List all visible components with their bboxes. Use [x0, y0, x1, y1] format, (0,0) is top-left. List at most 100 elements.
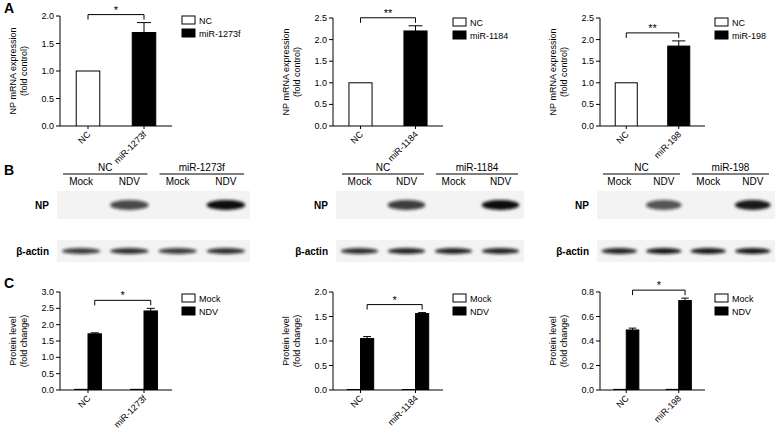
- y-tick-label: 3.0: [41, 287, 54, 297]
- blot-strip: [57, 240, 250, 262]
- lane-label: NDV: [742, 176, 763, 187]
- bar: [615, 83, 637, 126]
- y-tick: [56, 98, 60, 99]
- y-tick-label: 0.0: [41, 121, 54, 131]
- row-label: β-actin: [556, 246, 589, 257]
- blot-strip: [597, 191, 775, 219]
- y-tick-label: 2.5: [314, 13, 327, 23]
- band: [435, 248, 473, 254]
- x-tick-label: miR-1184: [386, 393, 420, 427]
- figure: ABC0.00.51.01.52.0NP mRNA expression(fol…: [0, 0, 777, 435]
- band: [601, 248, 637, 254]
- y-tick-label: 0.5: [41, 94, 54, 104]
- bars: [76, 23, 156, 126]
- significance-label: *: [657, 279, 662, 291]
- band: [110, 248, 149, 254]
- y-tick-label: 0.5: [314, 361, 327, 371]
- band: [207, 248, 246, 254]
- y-tick: [596, 365, 600, 366]
- band: [482, 248, 520, 254]
- x-tick: [360, 390, 361, 393]
- x-tick-label: NC: [349, 393, 366, 410]
- y-tick: [329, 82, 333, 83]
- error-bar: [681, 298, 689, 300]
- x-tick-label: miR-198: [652, 129, 683, 160]
- band: [690, 248, 726, 254]
- y-tick: [56, 71, 60, 72]
- x-tick-label: miR-1273f: [112, 393, 149, 430]
- band: [62, 200, 101, 210]
- significance-label: *: [392, 294, 397, 306]
- western-blot: NCmiR-1184MockNDVMockNDVNPβ-actin: [295, 162, 524, 262]
- band: [482, 200, 520, 210]
- bars: [75, 308, 158, 390]
- legend-swatch: [715, 307, 728, 315]
- y-tick: [596, 61, 600, 62]
- y-tick: [596, 126, 600, 127]
- group-label: NC: [98, 162, 112, 173]
- y-axis-label: (fold change): [559, 315, 569, 368]
- y-tick: [56, 16, 60, 17]
- bar: [679, 301, 692, 390]
- chart: 0.00.51.01.52.0NP mRNA expression(fold c…: [8, 4, 241, 166]
- row-label: NP: [575, 200, 589, 211]
- blot-strip: [336, 191, 524, 219]
- y-tick-label: 1.5: [581, 56, 594, 66]
- bar: [131, 389, 144, 390]
- error-bar: [363, 337, 371, 339]
- y-tick-label: 0.4: [581, 336, 594, 346]
- group-label: miR-1273f: [179, 162, 225, 173]
- y-tick-label: 1.5: [41, 39, 54, 49]
- y-tick-label: 1.0: [41, 352, 54, 362]
- y-tick: [56, 126, 60, 127]
- bar: [361, 339, 374, 390]
- row-label: β-actin: [16, 246, 49, 257]
- bar: [666, 389, 679, 390]
- band: [435, 200, 473, 210]
- western-blot: NCmiR-198MockNDVMockNDVNPβ-actin: [556, 162, 775, 262]
- group-line: [692, 174, 769, 175]
- y-axis-label: Protein level: [8, 316, 18, 366]
- x-tick-label: NC: [76, 393, 93, 410]
- bars: [615, 41, 690, 126]
- y-tick-label: 1.0: [314, 336, 327, 346]
- bars: [614, 298, 692, 390]
- y-tick: [329, 390, 333, 391]
- y-tick: [596, 39, 600, 40]
- y-axis-label: Protein level: [548, 316, 558, 366]
- y-tick: [56, 373, 60, 374]
- y-tick-label: 2.0: [41, 11, 54, 21]
- band: [110, 200, 149, 210]
- lane-label: NDV: [653, 176, 674, 187]
- legend-swatch: [715, 18, 728, 26]
- legend-swatch: [453, 307, 466, 315]
- legend-swatch: [453, 31, 466, 39]
- x-tick-label: miR-1273f: [112, 129, 149, 166]
- y-axis: [60, 292, 61, 390]
- x-tick-label: miR-198: [652, 393, 683, 424]
- x-tick: [415, 390, 416, 393]
- significance-label: **: [384, 7, 393, 19]
- x-tick: [626, 126, 627, 129]
- chart: 0.00.20.40.60.8Protein level(fold change…: [548, 279, 754, 424]
- y-tick-label: 1.0: [41, 66, 54, 76]
- y-tick-label: 2.0: [314, 287, 327, 297]
- bars: [349, 26, 427, 126]
- y-tick-label: 2.0: [41, 320, 54, 330]
- y-tick-label: 1.0: [314, 78, 327, 88]
- lane-label: NDV: [119, 176, 140, 187]
- y-tick-label: 0.6: [581, 312, 594, 322]
- panel-label: B: [4, 162, 14, 178]
- y-tick: [329, 39, 333, 40]
- y-tick: [56, 292, 60, 293]
- band: [388, 200, 426, 210]
- band: [207, 200, 246, 210]
- bar: [75, 389, 88, 390]
- band: [341, 200, 379, 210]
- y-axis-label: (fold change): [19, 315, 29, 368]
- y-tick-label: 2.0: [314, 35, 327, 45]
- chart: 0.00.51.01.52.0Protein level(fold change…: [281, 287, 492, 428]
- y-tick: [596, 82, 600, 83]
- legend-swatch: [715, 294, 728, 302]
- band: [388, 248, 426, 254]
